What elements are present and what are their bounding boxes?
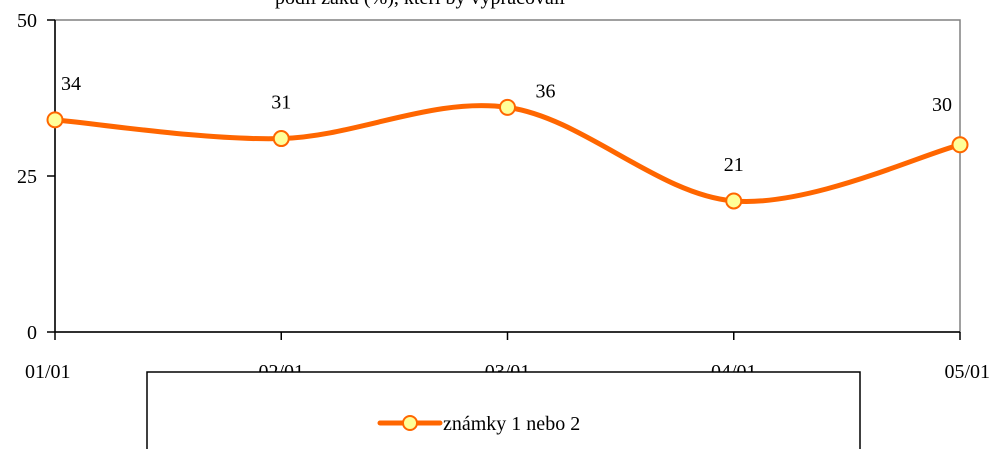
y-tick-label: 25 — [17, 166, 37, 188]
y-tick-label: 50 — [17, 10, 37, 32]
data-point-marker — [46, 111, 64, 129]
legend: známky 1 nebo 2 — [146, 371, 861, 449]
legend-marker-swatch — [402, 415, 418, 431]
legend-label: známky 1 nebo 2 — [443, 413, 580, 435]
data-labels: 34 31 36 21 30 — [61, 73, 952, 176]
x-tick-label: 01/01 — [25, 361, 71, 383]
data-label: 34 — [61, 73, 81, 95]
x-tick-label: 05/01 — [944, 361, 990, 383]
data-label: 31 — [271, 92, 291, 114]
data-label: 30 — [932, 94, 952, 116]
data-point-marker — [725, 192, 743, 210]
y-tick-label: 0 — [27, 322, 37, 344]
legend-box — [146, 371, 861, 449]
data-point-marker — [499, 98, 516, 116]
data-label: 36 — [536, 80, 556, 102]
data-point-marker — [951, 136, 969, 154]
series-line — [54, 103, 961, 204]
series-markers — [46, 98, 969, 210]
data-point-marker — [272, 130, 290, 148]
y-axis-ticks: 0 25 50 — [17, 10, 55, 344]
data-label: 21 — [724, 154, 744, 176]
plot-area — [54, 19, 961, 333]
chart-title: podíl žáků (%), kteří by vypracovali — [275, 0, 565, 9]
